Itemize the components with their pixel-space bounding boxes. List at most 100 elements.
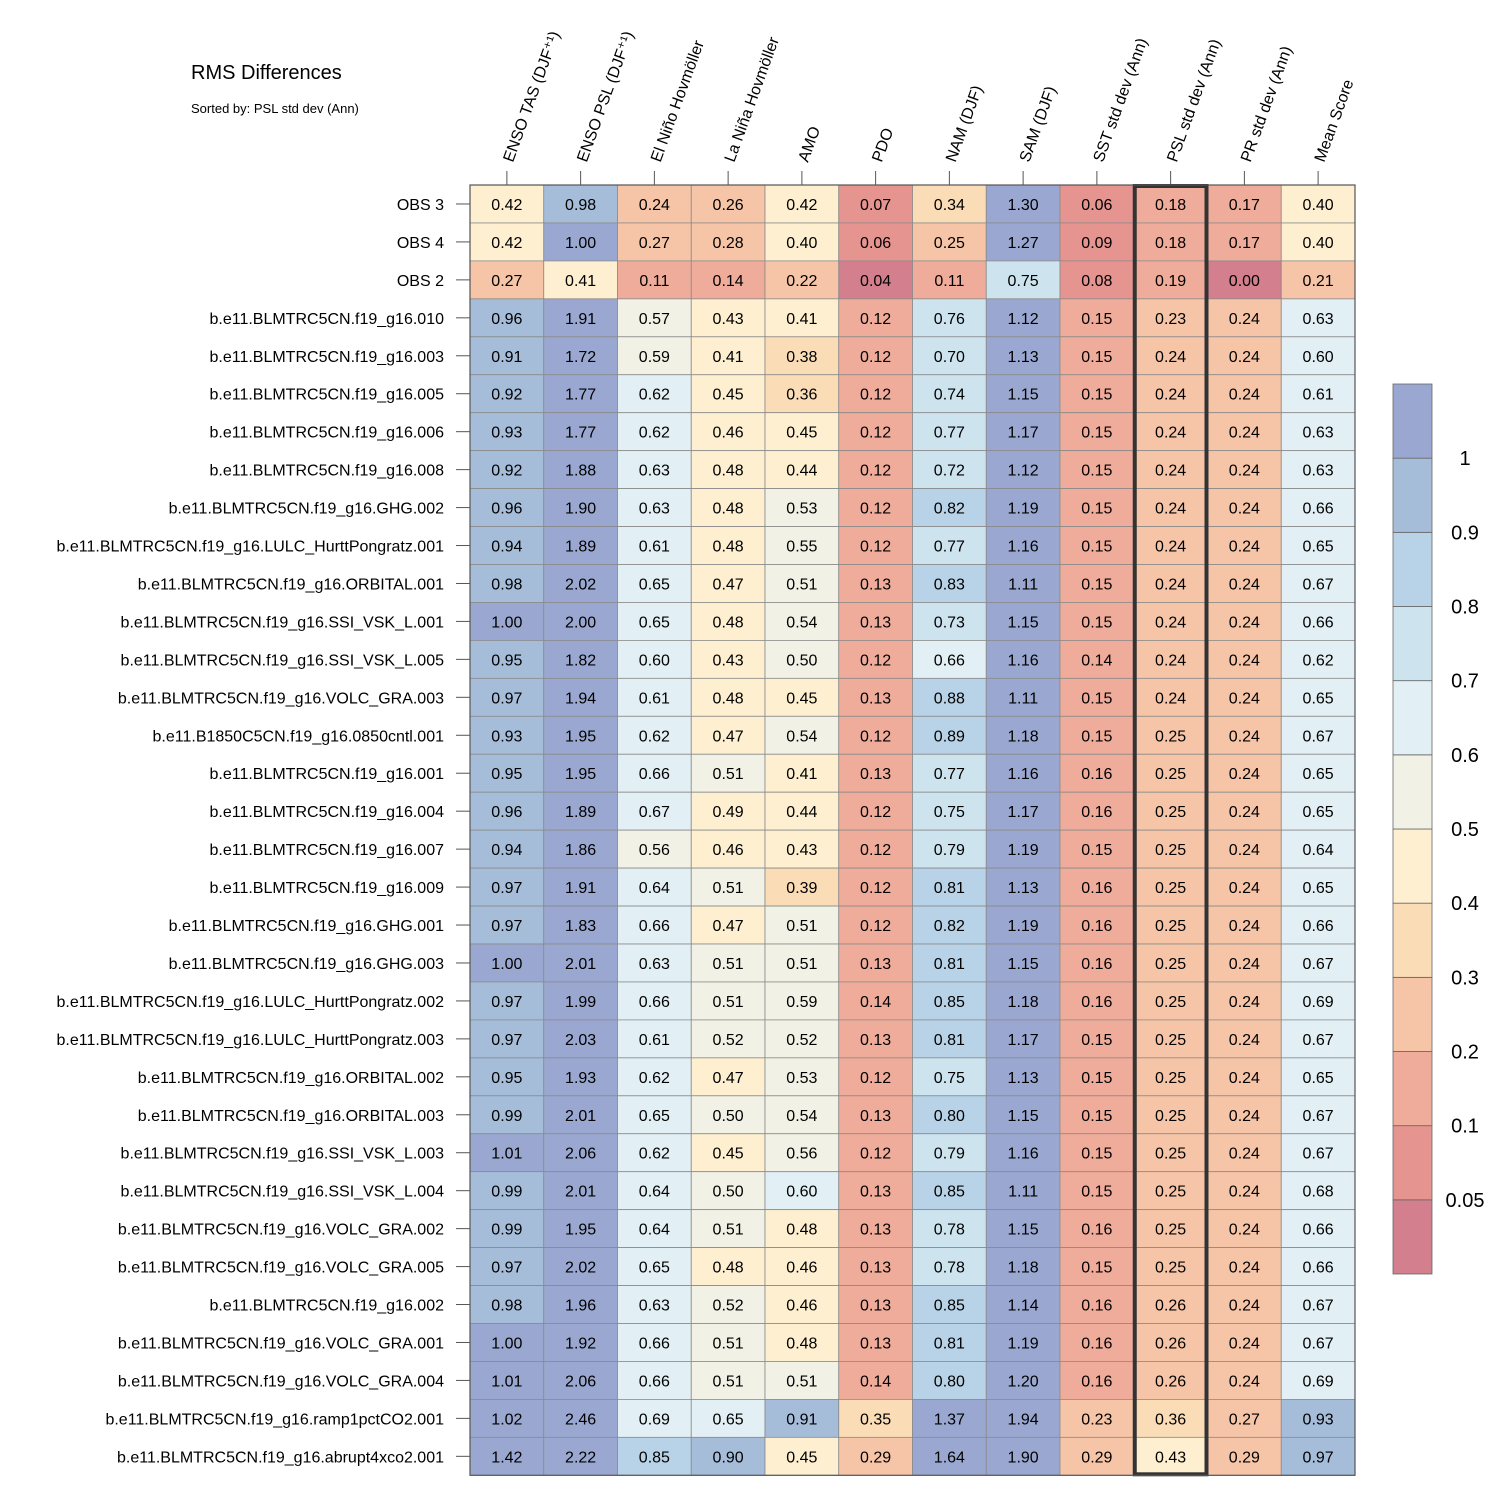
heatmap-cell — [912, 905, 987, 945]
column-label: SST std dev (Ann) — [1091, 36, 1152, 164]
cell-value: 0.62 — [639, 425, 670, 442]
cell-value: 0.95 — [491, 766, 522, 783]
colorbar-label: 0.6 — [1451, 745, 1479, 767]
heatmap-cell — [469, 412, 545, 452]
column-label: AMO — [796, 124, 824, 164]
heatmap-cell — [1280, 564, 1356, 603]
cell-value: 0.24 — [1155, 501, 1186, 518]
heatmap-cell — [1280, 981, 1356, 1021]
cell-value: 0.67 — [1303, 576, 1334, 593]
cell-value: 0.24 — [1229, 842, 1260, 859]
cell-value: 0.40 — [786, 235, 817, 252]
heatmap-cell — [1280, 677, 1356, 717]
cell-value: 0.80 — [934, 1108, 965, 1125]
cell-value: 1.16 — [1008, 652, 1039, 669]
cell-value: 0.17 — [1229, 235, 1260, 252]
cell-value: 0.49 — [713, 804, 744, 821]
cell-value: 0.47 — [713, 728, 744, 745]
heatmap-cell — [1133, 184, 1208, 224]
heatmap-cell — [764, 1361, 840, 1400]
heatmap-cell — [838, 374, 913, 414]
cell-value: 0.60 — [786, 1184, 817, 1201]
cell-value: 0.94 — [491, 842, 522, 859]
cell-value: 0.51 — [786, 576, 817, 593]
heatmap-cell — [1280, 905, 1356, 945]
colorbar-swatch — [1392, 1199, 1433, 1275]
cell-value: 0.66 — [1303, 918, 1334, 935]
cell-value: 0.97 — [491, 994, 522, 1011]
cell-value: 0.25 — [934, 235, 965, 252]
heatmap-cell — [1280, 222, 1356, 262]
cell-value: 1.13 — [1008, 349, 1039, 366]
heatmap-cell — [617, 791, 692, 831]
row-label: b.e11.BLMTRC5CN.f19_g16.004 — [209, 804, 444, 821]
heatmap-cell — [617, 260, 692, 300]
cell-value: 2.01 — [565, 1108, 596, 1125]
heatmap-cell — [1133, 1095, 1208, 1135]
cell-value: 1.90 — [565, 501, 596, 518]
heatmap-cell — [1280, 1399, 1356, 1438]
cell-value: 0.12 — [860, 1070, 891, 1087]
colorbar-label: 0.9 — [1451, 522, 1479, 544]
heatmap-cell — [1207, 488, 1282, 527]
heatmap-cell — [1059, 526, 1135, 565]
heatmap-cell — [1133, 526, 1208, 565]
column-label: La Niña Hovmöller — [722, 34, 783, 164]
cell-value: 0.51 — [713, 766, 744, 783]
row-label: b.e11.BLMTRC5CN.f19_g16.abrupt4xco2.001 — [117, 1449, 444, 1466]
cell-value: 0.67 — [1303, 1032, 1334, 1049]
cell-value: 0.12 — [860, 501, 891, 518]
heatmap-cell — [543, 564, 618, 603]
heatmap-cell — [1059, 1209, 1135, 1249]
cell-value: 1.15 — [1008, 614, 1039, 631]
cell-value: 0.99 — [491, 1184, 522, 1201]
cell-value: 0.48 — [713, 1260, 744, 1277]
cell-value: 0.15 — [1081, 387, 1112, 404]
heatmap-cell — [1207, 867, 1282, 907]
heatmap-cell — [1280, 1361, 1356, 1400]
heatmap-cell — [469, 564, 545, 603]
cell-value: 0.24 — [1155, 652, 1186, 669]
cell-value: 0.15 — [1081, 1032, 1112, 1049]
heatmap-cell — [617, 905, 692, 945]
cell-value: 0.06 — [860, 235, 891, 252]
colorbar-swatch — [1392, 457, 1433, 533]
cell-value: 0.26 — [1155, 1298, 1186, 1315]
cell-value: 1.82 — [565, 652, 596, 669]
heatmap-cell — [543, 1209, 618, 1249]
cell-value: 1.16 — [1008, 766, 1039, 783]
cell-value: 0.51 — [713, 880, 744, 897]
cell-value: 0.13 — [860, 1032, 891, 1049]
row-label: b.e11.BLMTRC5CN.f19_g16.SSI_VSK_L.004 — [121, 1184, 445, 1201]
cell-value: 0.75 — [934, 1070, 965, 1087]
row-label: b.e11.BLMTRC5CN.f19_g16.002 — [209, 1298, 444, 1315]
cell-value: 0.27 — [639, 235, 670, 252]
cell-value: 0.67 — [1303, 728, 1334, 745]
cell-value: 1.17 — [1008, 425, 1039, 442]
cell-value: 0.68 — [1303, 1184, 1334, 1201]
cell-value: 0.51 — [786, 1373, 817, 1390]
cell-value: 0.38 — [786, 349, 817, 366]
row-label: b.e11.BLMTRC5CN.f19_g16.ORBITAL.001 — [138, 576, 444, 593]
heatmap-cell — [764, 298, 840, 338]
cell-value: 0.07 — [860, 197, 891, 214]
cell-value: 0.24 — [1229, 425, 1260, 442]
heatmap-cell — [912, 1399, 987, 1438]
cell-value: 1.64 — [934, 1449, 965, 1466]
cell-value: 0.69 — [639, 1411, 670, 1428]
cell-value: 0.17 — [1229, 197, 1260, 214]
cell-value: 0.24 — [1229, 994, 1260, 1011]
cell-value: 0.42 — [786, 197, 817, 214]
heatmap-cell — [912, 1095, 987, 1135]
heatmap-cell — [764, 1019, 840, 1059]
cell-value: 0.24 — [1155, 463, 1186, 480]
cell-value: 0.63 — [639, 956, 670, 973]
cell-value: 0.24 — [1229, 1373, 1260, 1390]
heatmap-cell — [1059, 1019, 1135, 1059]
cell-value: 0.82 — [934, 918, 965, 935]
cell-value: 0.15 — [1081, 1070, 1112, 1087]
colorbar-swatch — [1392, 1125, 1433, 1201]
cell-value: 0.41 — [786, 311, 817, 328]
cell-value: 0.44 — [786, 804, 817, 821]
heatmap-cell — [1207, 1133, 1282, 1173]
